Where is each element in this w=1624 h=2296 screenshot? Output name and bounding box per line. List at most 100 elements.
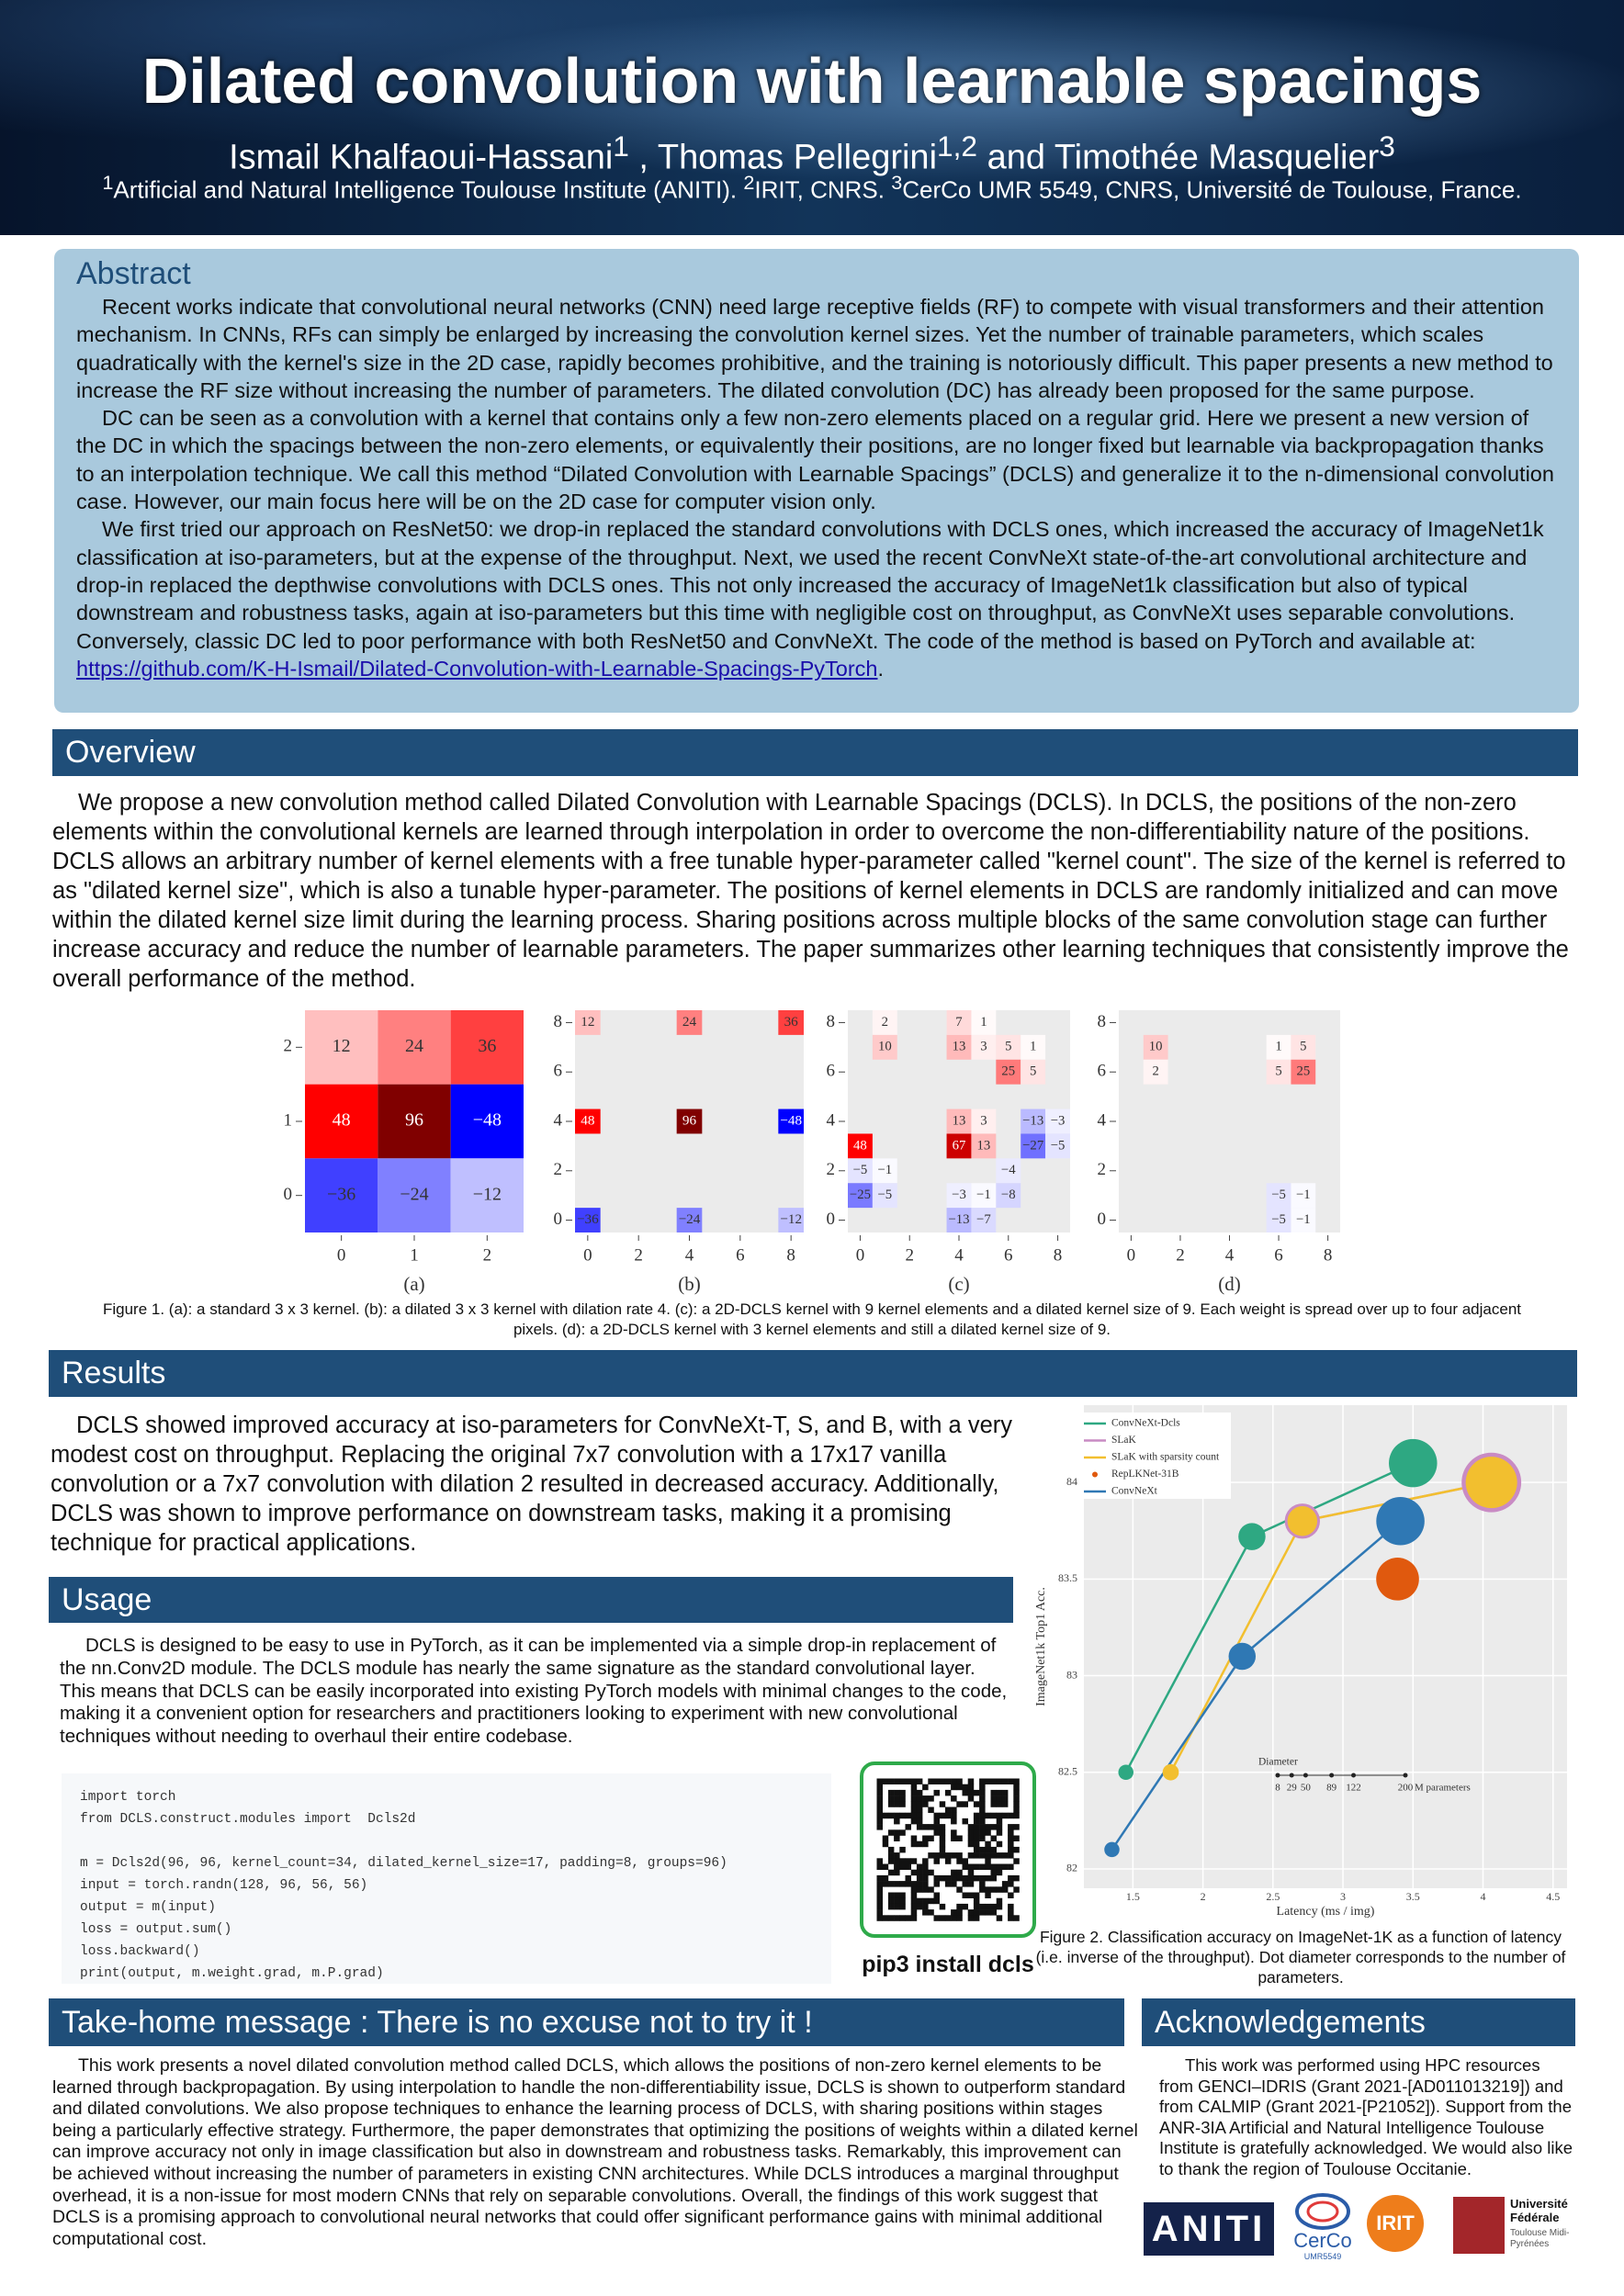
affiliations: 1Artificial and Natural Intelligence Tou… bbox=[0, 167, 1624, 206]
qr-module bbox=[899, 1892, 906, 1898]
qr-module bbox=[876, 1806, 883, 1813]
abstract-text: We first tried our approach on ResNet50:… bbox=[76, 517, 1544, 653]
qr-module bbox=[985, 1886, 991, 1893]
qr-module bbox=[990, 1824, 997, 1830]
heatmap-cell bbox=[1045, 1109, 1070, 1134]
qr-module bbox=[1008, 1812, 1014, 1819]
qr-module bbox=[979, 1789, 986, 1796]
qr-module bbox=[973, 1829, 980, 1836]
qr-module bbox=[973, 1824, 980, 1830]
x-tick-label: 8 bbox=[1054, 1245, 1063, 1265]
qr-module bbox=[922, 1903, 929, 1910]
code-line: from DCLS.construct.modules import Dcls2… bbox=[80, 1812, 416, 1827]
qr-module bbox=[887, 1892, 895, 1898]
code-block: import torch from DCLS.construct.modules … bbox=[62, 1773, 831, 1984]
heatmap-cell bbox=[971, 1109, 997, 1134]
heatmap-cell bbox=[971, 1183, 997, 1209]
qr-module bbox=[973, 1840, 980, 1848]
heatmap-cell bbox=[676, 1109, 703, 1134]
qr-module bbox=[962, 1863, 968, 1870]
cell-label: 48 bbox=[333, 1110, 351, 1131]
qr-module bbox=[922, 1840, 929, 1848]
cell-label: 2 bbox=[882, 1015, 888, 1030]
qr-module bbox=[899, 1801, 906, 1807]
size-legend-label: 50 bbox=[1301, 1783, 1312, 1794]
qr-module bbox=[951, 1881, 957, 1887]
qr-module bbox=[894, 1915, 900, 1921]
qr-module bbox=[933, 1897, 940, 1905]
qr-module bbox=[887, 1801, 895, 1807]
qr-module bbox=[979, 1886, 986, 1893]
code-link[interactable]: https://github.com/K-H-Ismail/Dilated-Co… bbox=[76, 656, 878, 681]
qr-module bbox=[979, 1863, 986, 1870]
cell-label: −12 bbox=[780, 1211, 802, 1227]
qr-module bbox=[996, 1818, 1003, 1825]
qr-module bbox=[894, 1858, 900, 1864]
qr-module bbox=[967, 1824, 975, 1830]
qr-module bbox=[894, 1863, 900, 1870]
heatmap-cell bbox=[971, 1208, 997, 1232]
heatmap-cell bbox=[1291, 1208, 1316, 1232]
qr-module bbox=[916, 1886, 923, 1893]
qr-module bbox=[956, 1858, 963, 1864]
heatmap-cell bbox=[676, 1010, 703, 1035]
qr-module bbox=[910, 1795, 918, 1802]
qr-module bbox=[956, 1835, 963, 1841]
qr-module bbox=[979, 1818, 986, 1825]
heatmap-cell bbox=[378, 1158, 451, 1232]
cell-label: 12 bbox=[333, 1036, 351, 1056]
qr-module bbox=[910, 1778, 918, 1784]
qr-module bbox=[944, 1812, 952, 1819]
qr-module bbox=[979, 1846, 986, 1853]
qr-module bbox=[944, 1881, 952, 1887]
affil: Artificial and Natural Intelligence Toul… bbox=[113, 175, 744, 204]
x-axis-title: Latency (ms / img) bbox=[1277, 1905, 1375, 1919]
qr-module bbox=[933, 1829, 940, 1836]
x-tick-label: 4 bbox=[954, 1245, 964, 1265]
author-affil: 3 bbox=[1379, 129, 1395, 163]
affil-mark: 3 bbox=[891, 171, 903, 194]
qr-module bbox=[1013, 1789, 1020, 1796]
heatmap-cell bbox=[1266, 1183, 1291, 1209]
plot-background bbox=[1084, 1405, 1567, 1888]
qr-module bbox=[887, 1869, 895, 1876]
qr-module bbox=[1013, 1784, 1020, 1791]
qr-module bbox=[951, 1869, 957, 1876]
qr-module bbox=[916, 1863, 923, 1870]
qr-module bbox=[899, 1789, 906, 1796]
cell-label: 5 bbox=[1300, 1040, 1306, 1054]
qr-module bbox=[899, 1897, 906, 1905]
code-line: m = Dcls2d(96, 96, kernel_count=34, dila… bbox=[80, 1856, 727, 1871]
qr-module bbox=[985, 1812, 991, 1819]
qr-caption: pip3 install dcls bbox=[862, 1952, 1034, 1977]
logo-cerco: CerCo bbox=[1293, 2229, 1352, 2252]
qr-module bbox=[979, 1812, 986, 1819]
overview-text: We propose a new convolution method call… bbox=[52, 790, 1569, 992]
qr-module bbox=[922, 1869, 929, 1876]
qr-module bbox=[928, 1886, 934, 1893]
qr-module bbox=[922, 1835, 929, 1841]
qr-module bbox=[887, 1852, 895, 1859]
cell-label: 67 bbox=[953, 1138, 966, 1153]
qr-module bbox=[979, 1852, 986, 1859]
cell-label: −4 bbox=[1001, 1163, 1016, 1177]
y-tick-label: 6 bbox=[554, 1062, 563, 1081]
cell-label: −1 bbox=[1296, 1212, 1311, 1227]
qr-module bbox=[887, 1915, 895, 1921]
qr-module bbox=[887, 1846, 895, 1853]
qr-module bbox=[916, 1795, 923, 1802]
heatmap-cell bbox=[450, 1010, 524, 1085]
x-tick-label: 6 bbox=[736, 1245, 745, 1265]
qr-module bbox=[990, 1886, 997, 1893]
qr-module bbox=[985, 1874, 991, 1882]
cell-label: −24 bbox=[400, 1184, 428, 1204]
qr-module bbox=[933, 1874, 940, 1882]
qr-module bbox=[979, 1806, 986, 1813]
qr-module bbox=[962, 1789, 968, 1796]
y-tick-label: 8 bbox=[554, 1012, 563, 1031]
heatmap-cell bbox=[1143, 1059, 1168, 1085]
qr-module bbox=[876, 1858, 883, 1864]
qr-module bbox=[876, 1897, 883, 1905]
qr-module bbox=[876, 1818, 883, 1825]
qr-module bbox=[951, 1915, 957, 1921]
